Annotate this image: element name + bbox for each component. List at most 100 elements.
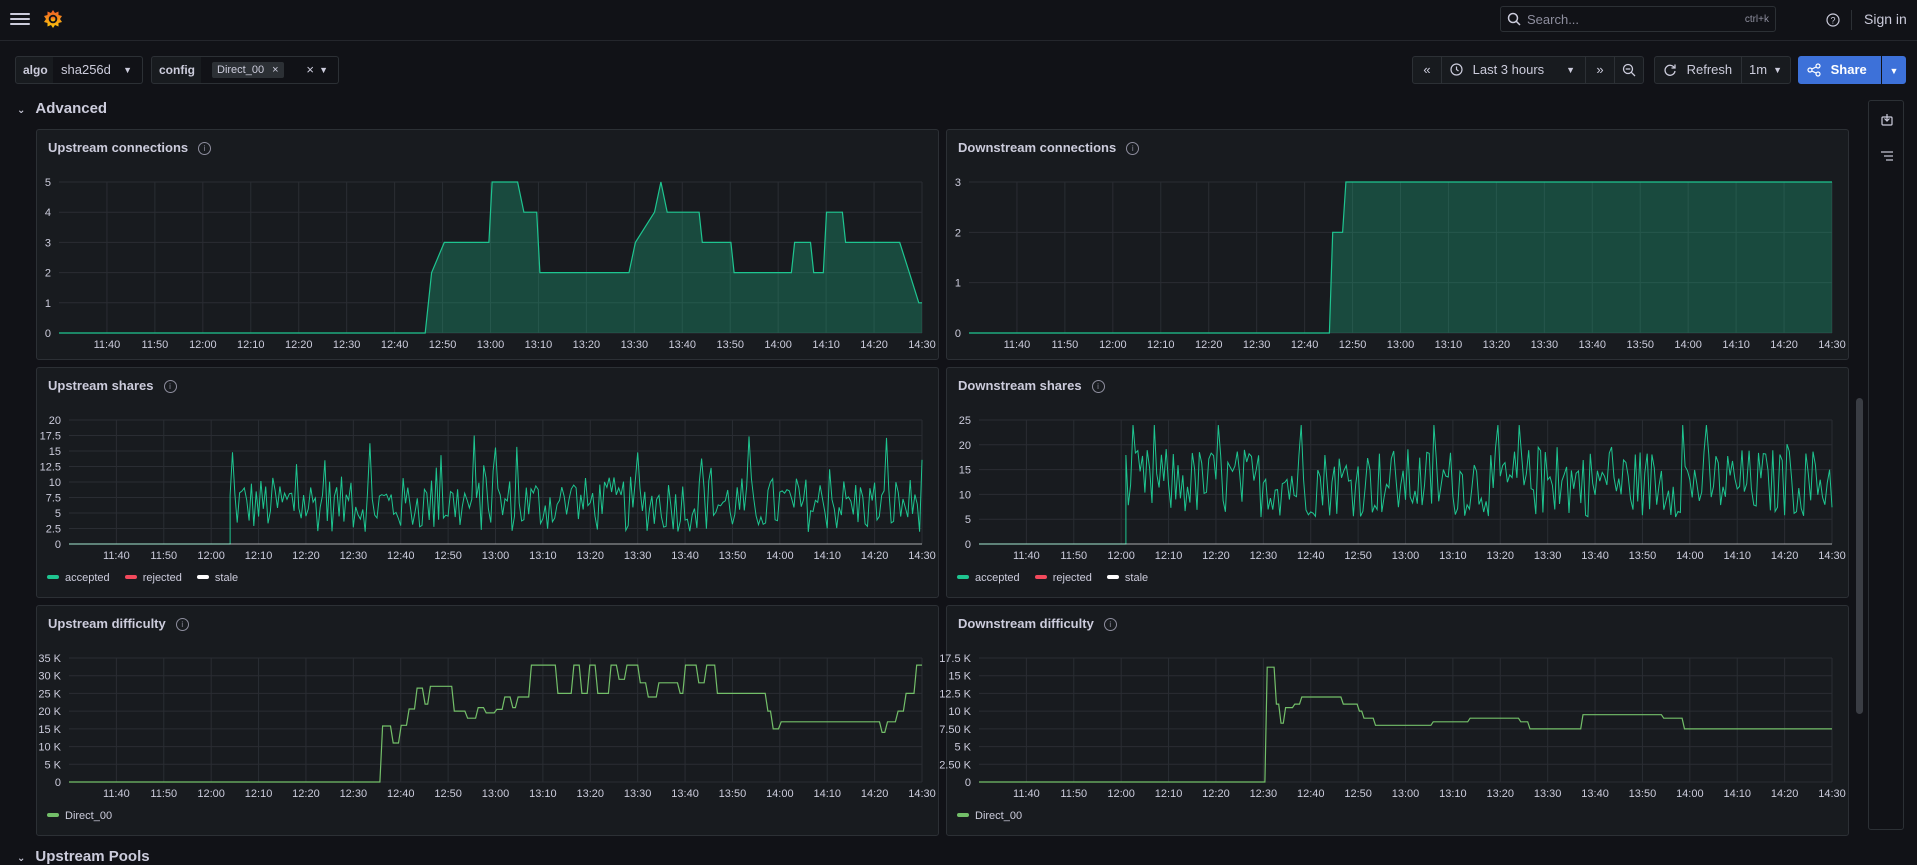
- x-tick-label: 14:30: [908, 550, 936, 562]
- upstream-connections-chart: 0 1 2 3 4 5 11:40 11:50 12:00 12:10 12:20 12:30 12:4…: [45, 177, 936, 351]
- info-icon[interactable]: i: [1126, 142, 1140, 155]
- chevron-down-icon: ▼: [123, 65, 132, 75]
- config-pill-label: Direct_00: [217, 64, 265, 76]
- legend-item-stale[interactable]: stale: [196, 572, 238, 584]
- x-tick-label: 13:10: [1439, 788, 1467, 800]
- x-tick-label: 14:00: [1674, 339, 1702, 351]
- row-title-upstream-pools[interactable]: ⌄ Upstream Pools: [17, 848, 150, 865]
- panel-title-label: Upstream difficulty: [48, 616, 166, 631]
- downstream-connections-chart: 0 1 2 3 11:40 11:50 12:00 12:10 12:20 12:30 12:40 1…: [955, 177, 1846, 351]
- shift-forward-button[interactable]: »: [1585, 56, 1615, 84]
- x-tick-label: 12:20: [292, 788, 320, 800]
- info-icon[interactable]: i: [1103, 618, 1117, 631]
- x-tick-label: 14:30: [1818, 788, 1846, 800]
- grafana-logo-icon[interactable]: [42, 8, 64, 30]
- legend-label: rejected: [1052, 572, 1092, 584]
- legend-item-rejected[interactable]: rejected: [124, 572, 182, 584]
- panel-title[interactable]: Upstream difficulty i: [48, 616, 189, 631]
- menu-icon[interactable]: [10, 10, 30, 28]
- x-tick-label: 13:10: [529, 550, 557, 562]
- sign-in-link[interactable]: Sign in: [1864, 11, 1907, 27]
- y-tick-label: 4: [45, 207, 51, 219]
- x-tick-label: 12:00: [1099, 339, 1127, 351]
- panel-title-label: Downstream shares: [958, 378, 1082, 393]
- legend-item-accepted[interactable]: accepted: [47, 572, 110, 584]
- legend-item-stale[interactable]: stale: [1106, 572, 1148, 584]
- legend-item-accepted[interactable]: accepted: [957, 572, 1020, 584]
- panel-downstream-difficulty: Downstream difficulty i 0 2.50 K 5 K 7.50 K 1…: [939, 605, 1849, 836]
- refresh-interval-label: 1m: [1749, 62, 1768, 77]
- panel-title[interactable]: Downstream connections i: [958, 140, 1140, 155]
- x-tick-label: 13:00: [1387, 339, 1415, 351]
- info-icon[interactable]: i: [1091, 380, 1105, 393]
- x-tick-label: 12:10: [1155, 550, 1183, 562]
- x-tick-label: 14:20: [860, 339, 888, 351]
- panel-title-label: Upstream shares: [48, 378, 154, 393]
- search-input[interactable]: Search... ctrl+k: [1500, 6, 1776, 32]
- downstream-difficulty-chart: 0 2.50 K 5 K 7.50 K 10 K 12.5 K 15 K 17.5 K 11:4…: [939, 653, 1846, 800]
- shift-back-button[interactable]: «: [1412, 56, 1442, 84]
- panel-title-label: Downstream connections: [958, 140, 1117, 155]
- divider: [1851, 10, 1852, 30]
- downstream-shares-chart: 0 5 10 15 20 25 11:40 11:50 12:00 12:10 12:20 12:30…: [959, 415, 1846, 562]
- x-tick-label: 12:20: [292, 550, 320, 562]
- x-tick-label: 13:20: [1487, 788, 1515, 800]
- x-tick-label: 12:40: [387, 788, 415, 800]
- refresh-interval-select[interactable]: 1m ▼: [1741, 56, 1791, 84]
- variable-label-algo: algo: [15, 56, 56, 84]
- panel-title[interactable]: Upstream connections i: [48, 140, 212, 155]
- time-range-picker[interactable]: Last 3 hours ▼: [1441, 56, 1586, 84]
- y-tick-label: 7.50 K: [939, 724, 971, 736]
- clear-icon[interactable]: ×: [306, 62, 314, 77]
- series-line: [979, 666, 1832, 783]
- panel-title[interactable]: Upstream shares i: [48, 378, 177, 393]
- x-tick-label: 14:10: [813, 550, 841, 562]
- x-tick-label: 13:20: [1487, 550, 1515, 562]
- x-tick-label: 12:40: [1297, 788, 1325, 800]
- legend-item-direct[interactable]: Direct_00: [47, 810, 112, 822]
- x-tick-label: 14:20: [861, 788, 889, 800]
- x-tick-label: 14:20: [861, 550, 889, 562]
- info-icon[interactable]: i: [198, 142, 212, 155]
- x-tick-label: 12:20: [1195, 339, 1223, 351]
- x-tick-label: 13:20: [1483, 339, 1511, 351]
- x-tick-label: 11:50: [1060, 788, 1087, 800]
- y-tick-label: 2: [45, 268, 51, 280]
- y-tick-label: 2.5: [46, 524, 61, 536]
- legend-item-direct[interactable]: Direct_00: [957, 810, 1022, 822]
- x-tick-label: 14:20: [1771, 788, 1799, 800]
- x-tick-label: 14:10: [813, 788, 841, 800]
- x-tick-label: 12:10: [245, 550, 273, 562]
- panel-title-label: Upstream connections: [48, 140, 189, 155]
- x-tick-label: 14:00: [1676, 788, 1704, 800]
- y-tick-label: 0: [45, 328, 51, 340]
- panel-title[interactable]: Downstream shares i: [958, 378, 1105, 393]
- info-icon[interactable]: i: [175, 618, 189, 631]
- y-tick-label: 25: [959, 415, 971, 427]
- search-placeholder: Search...: [1527, 12, 1580, 27]
- x-tick-label: 13:50: [1626, 339, 1654, 351]
- x-tick-label: 11:40: [103, 788, 130, 800]
- info-icon[interactable]: i: [163, 380, 177, 393]
- legend-item-rejected[interactable]: rejected: [1034, 572, 1092, 584]
- x-tick-label: 13:20: [577, 550, 605, 562]
- row-title-advanced[interactable]: ⌄ Advanced: [17, 100, 107, 117]
- y-tick-label: 10 K: [948, 706, 971, 718]
- zoom-out-button[interactable]: [1614, 56, 1644, 84]
- outline-icon[interactable]: [1880, 149, 1894, 163]
- y-tick-label: 15 K: [948, 671, 971, 683]
- add-panel-icon[interactable]: [1880, 113, 1894, 127]
- scrollbar-thumb[interactable]: [1856, 398, 1863, 714]
- help-icon[interactable]: ?: [1826, 13, 1840, 27]
- x-tick-label: 12:10: [1147, 339, 1175, 351]
- share-button[interactable]: Share: [1798, 56, 1881, 84]
- algo-select[interactable]: sha256d ▼: [53, 56, 143, 84]
- x-tick-label: 13:00: [482, 550, 510, 562]
- x-tick-label: 13:30: [621, 339, 649, 351]
- remove-pill-icon[interactable]: ×: [272, 64, 279, 76]
- panel-title[interactable]: Downstream difficulty i: [958, 616, 1117, 631]
- refresh-button[interactable]: Refresh: [1654, 56, 1742, 84]
- share-menu-button[interactable]: ▼: [1882, 56, 1906, 84]
- y-tick-label: 10: [959, 489, 971, 501]
- y-tick-label: 1: [45, 298, 51, 310]
